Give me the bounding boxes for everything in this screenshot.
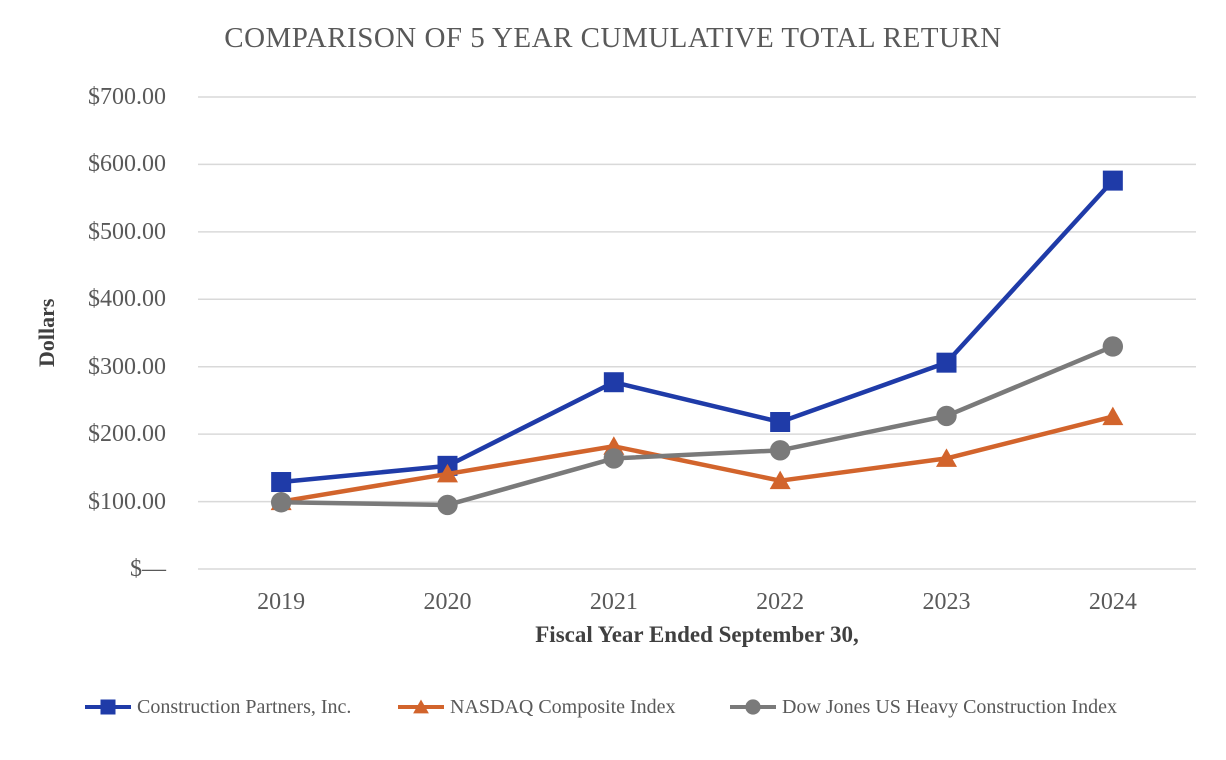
circle-marker	[270, 492, 292, 513]
y-tick-label: $400.00	[88, 286, 166, 313]
circle-marker	[745, 699, 761, 715]
triangle-marker	[413, 699, 429, 714]
legend-item-0: Construction Partners, Inc.	[85, 694, 351, 720]
y-tick-label: $200.00	[88, 421, 166, 448]
triangle-marker	[1102, 406, 1124, 426]
x-axis-title: Fiscal Year Ended September 30,	[535, 622, 859, 647]
square-marker	[770, 412, 791, 433]
y-tick-label: $500.00	[88, 218, 166, 245]
y-tick-label: $300.00	[88, 353, 166, 380]
x-tick-label: 2021	[589, 589, 638, 615]
y-tick-label: $600.00	[88, 151, 166, 178]
triangle-legend-marker-icon	[398, 699, 444, 714]
series-line-1	[280, 414, 1114, 504]
square-marker	[100, 699, 116, 715]
square-legend-marker-icon	[85, 699, 131, 715]
chart-title: COMPARISON OF 5 YEAR CUMULATIVE TOTAL RE…	[224, 22, 1002, 54]
x-tick-label: 2022	[756, 589, 805, 615]
triangle-marker	[769, 470, 791, 490]
circle-marker	[936, 405, 957, 427]
circle-marker	[437, 494, 458, 516]
legend-label: Construction Partners, Inc.	[137, 695, 352, 718]
legend-item-1: NASDAQ Composite Index	[398, 694, 676, 720]
triangle-marker	[437, 463, 458, 483]
circle-marker	[1102, 336, 1124, 357]
triangle-marker	[936, 448, 957, 467]
square-marker	[271, 472, 292, 493]
circle-marker	[603, 448, 625, 469]
y-tick-label: $700.00	[88, 84, 166, 110]
square-marker	[603, 372, 624, 393]
series-line-0	[280, 179, 1115, 485]
series-line-2	[281, 344, 1114, 508]
x-tick-label: 2023	[922, 589, 971, 615]
legend-label: Dow Jones US Heavy Construction Index	[782, 695, 1117, 718]
x-tick-label: 2024	[1088, 589, 1137, 615]
x-tick-label: 2020	[423, 589, 472, 615]
x-tick-label: 2019	[257, 589, 306, 615]
square-marker	[1102, 170, 1123, 191]
square-marker	[936, 352, 957, 373]
circle-legend-marker-icon	[730, 699, 776, 715]
y-tick-label: $—	[130, 556, 166, 582]
circle-marker	[769, 440, 791, 461]
y-tick-label: $100.00	[88, 488, 166, 515]
legend-label: NASDAQ Composite Index	[450, 695, 676, 718]
legend-item-2: Dow Jones US Heavy Construction Index	[730, 694, 1117, 720]
